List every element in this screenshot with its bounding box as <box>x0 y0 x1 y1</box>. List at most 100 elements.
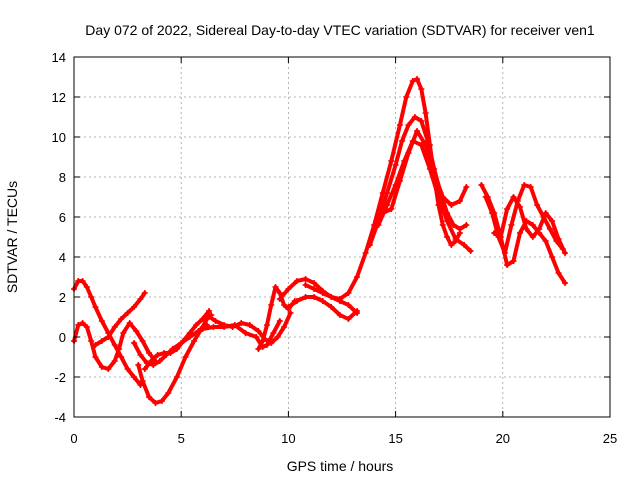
y-axis-label: SDTVAR / TECUs <box>4 181 20 293</box>
data-point-marker <box>137 296 144 302</box>
data-point-marker <box>388 158 395 164</box>
y-tick-label: 6 <box>59 210 66 225</box>
series-arc-11 <box>285 294 361 322</box>
y-tick-label: -4 <box>54 410 66 425</box>
series-arc-12 <box>302 76 463 302</box>
data-point-marker <box>173 346 180 352</box>
data-point-marker <box>131 304 138 310</box>
series-arc-15 <box>379 128 470 216</box>
data-point-marker <box>161 350 168 356</box>
data-point-marker <box>158 398 165 404</box>
data-point-marker <box>92 304 99 310</box>
data-point-marker <box>180 338 187 344</box>
data-point-marker <box>384 202 391 208</box>
data-point-marker <box>439 194 446 200</box>
data-point-marker <box>336 296 343 302</box>
data-point-marker <box>111 324 118 330</box>
data-point-marker <box>302 294 309 300</box>
data-point-marker <box>253 334 260 340</box>
data-point-marker <box>546 226 553 232</box>
data-point-marker <box>549 254 556 260</box>
data-point-marker <box>510 194 517 200</box>
data-point-marker <box>199 326 206 332</box>
data-point-marker <box>336 312 343 318</box>
x-tick-label: 20 <box>496 431 510 446</box>
data-point-marker <box>83 324 90 330</box>
data-point-marker <box>444 234 451 240</box>
series-line <box>277 277 359 315</box>
y-tick-label: 14 <box>52 50 66 65</box>
data-point-marker <box>139 338 146 344</box>
data-point-marker <box>287 310 294 316</box>
data-point-marker <box>319 290 326 296</box>
data-point-marker <box>504 206 511 212</box>
data-point-marker <box>193 322 200 328</box>
data-point-marker <box>137 352 144 358</box>
series-arc-13 <box>366 114 470 248</box>
data-point-marker <box>133 328 140 334</box>
y-tick-label: 10 <box>52 130 66 145</box>
data-point-marker <box>75 322 82 328</box>
data-point-marker <box>126 320 133 326</box>
data-point-marker <box>98 338 105 344</box>
data-point-marker <box>478 182 485 188</box>
data-point-marker <box>141 290 148 296</box>
x-axis-ticks: 0 5 10 15 20 25 <box>70 57 617 446</box>
data-point-marker <box>105 366 112 372</box>
data-point-marker <box>293 278 300 284</box>
series-line <box>376 139 473 253</box>
data-point-marker <box>510 258 517 264</box>
plot-frame <box>73 56 611 418</box>
series-line <box>142 309 212 371</box>
data-point-marker <box>83 284 90 290</box>
data-point-marker <box>366 242 373 248</box>
data-point-marker <box>255 346 262 352</box>
data-point-marker <box>165 390 172 396</box>
data-point-marker <box>212 318 219 324</box>
data-point-marker <box>118 316 125 322</box>
data-point-marker <box>124 366 131 372</box>
data-point-marker <box>139 378 146 384</box>
data-point-marker <box>491 230 498 236</box>
data-point-marker <box>384 190 391 196</box>
data-point-marker <box>79 320 86 326</box>
data-point-marker <box>405 150 412 156</box>
data-point-marker <box>88 294 95 300</box>
data-point-marker <box>92 354 99 360</box>
data-point-marker <box>345 316 352 322</box>
x-tick-label: 0 <box>70 431 77 446</box>
data-point-marker <box>536 226 543 232</box>
data-point-marker <box>131 374 138 380</box>
data-point-marker <box>534 202 541 208</box>
x-tick-label: 25 <box>603 431 617 446</box>
data-point-marker <box>461 242 468 248</box>
data-point-marker <box>542 238 549 244</box>
data-point-marker <box>311 280 318 286</box>
data-point-marker <box>206 308 213 314</box>
data-point-marker <box>276 318 283 324</box>
data-point-marker <box>173 374 180 380</box>
data-point-marker <box>328 294 335 300</box>
data-point-marker <box>456 198 463 204</box>
data-point-marker <box>529 222 536 228</box>
data-point-marker <box>148 358 155 364</box>
series-arc-3 <box>92 290 148 348</box>
data-series <box>71 76 568 406</box>
data-point-marker <box>210 324 217 330</box>
data-point-marker <box>276 296 283 302</box>
data-point-marker <box>135 362 142 368</box>
data-point-marker <box>392 162 399 168</box>
series-line <box>200 319 282 349</box>
data-point-marker <box>285 286 292 292</box>
data-point-marker <box>354 274 361 280</box>
data-point-marker <box>141 366 148 372</box>
data-point-marker <box>92 342 99 348</box>
data-point-marker <box>272 284 279 290</box>
y-tick-label: 12 <box>52 90 66 105</box>
data-point-marker <box>555 270 562 276</box>
data-point-marker <box>561 280 568 286</box>
data-point-marker <box>521 182 528 188</box>
data-point-marker <box>439 222 446 228</box>
data-point-marker <box>504 262 511 268</box>
